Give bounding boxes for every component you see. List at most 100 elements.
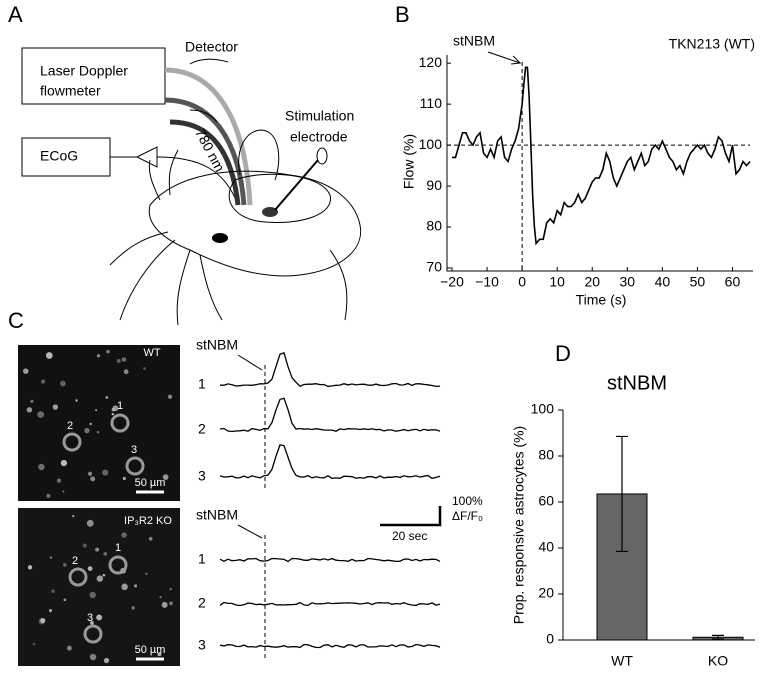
rat-body [329,249,348,321]
cell [30,399,34,403]
x-tick-label: 40 [655,274,671,290]
flowmeter-box [21,47,166,105]
x-tick-label: 10 [549,274,565,290]
trace [219,557,441,563]
x-tick-label: KO [708,653,728,669]
y-tick-label: 120 [419,54,443,70]
cell [131,606,135,610]
axes [446,55,753,272]
trace-label: 1 [198,551,206,567]
cell [133,584,138,588]
scale-label: ΔF/F₀ [452,509,483,523]
y-tick-label: 80 [426,218,442,234]
cell [103,657,110,664]
axes [562,410,755,641]
cell [60,380,66,387]
electrode [274,159,319,211]
cell [121,583,128,591]
panel-label: B [395,2,410,27]
cell [145,572,148,576]
box-text: flowmeter [40,83,101,99]
cell-label: 3 [87,612,93,624]
image-label: WT [143,347,160,359]
y-tick-label: 40 [538,539,554,555]
annotation: stNBM [453,33,495,49]
trace [219,397,441,433]
x-tick-label: −10 [475,274,499,290]
whiskers [109,149,223,326]
image-wt [18,345,180,501]
cell [96,614,103,621]
cell [26,407,33,413]
x-axis-label: Time (s) [576,292,627,308]
cell [95,547,100,552]
skull-window [228,173,331,224]
cell [87,566,93,571]
cell [162,474,169,480]
trace [219,601,441,607]
cell [86,519,94,527]
y-axis-label: Flow (%) [401,134,417,189]
cell [60,459,68,467]
trace-label: 3 [198,468,206,484]
cell [148,536,153,541]
cell [89,653,97,661]
spot [262,207,278,217]
error-bar [712,634,724,640]
rat-head [148,170,362,277]
cell [89,591,96,599]
cell [121,357,127,362]
cell [62,490,65,493]
y-tick-label: 80 [538,447,554,463]
x-tick-label: 50 [690,274,706,290]
cell [45,352,53,359]
cell [40,618,46,624]
cell [72,514,75,518]
label: Detector [185,39,238,55]
cell [96,354,101,358]
rat-eye [212,233,228,243]
cell [46,352,50,355]
cell [46,493,51,498]
fiber [164,97,247,206]
cell [116,358,121,363]
image-ko [18,508,180,666]
y-tick-label: 100 [531,401,555,417]
scale-label: 50 µm [135,644,166,656]
cell-label: 2 [67,420,73,432]
trace [219,444,441,480]
cell [95,409,98,412]
fiber [164,67,253,206]
scale-bar [380,506,442,527]
y-tick-label: 20 [538,585,554,601]
cell [84,427,90,434]
cell [167,394,173,399]
line [452,66,751,246]
label: electrode [290,129,348,145]
cell-roi [125,456,145,476]
stim-label: stNBM [196,507,238,523]
cell [169,601,173,606]
y-axis-label: Prop. responsive astrocytes (%) [511,426,527,624]
panel-label: C [8,308,24,333]
trace-label: 1 [198,376,206,392]
cell-label: 1 [115,542,121,554]
cell [23,368,29,374]
y-tick-label: 60 [538,493,554,509]
cell-label: 2 [72,555,78,567]
y-tick-label: 0 [546,631,554,647]
cell [106,349,110,354]
wire [156,156,239,206]
y-tick-label: 100 [419,136,443,152]
panel-label: D [555,341,571,366]
electrode-tip [316,147,328,165]
cell [63,598,67,602]
trace-label: 2 [198,595,206,611]
cell [143,367,146,370]
image-label: IP₃R2 KO [124,515,172,527]
cell [157,652,162,657]
cell [75,399,78,402]
cell [56,478,62,483]
chart-title: stNBM [607,372,667,394]
